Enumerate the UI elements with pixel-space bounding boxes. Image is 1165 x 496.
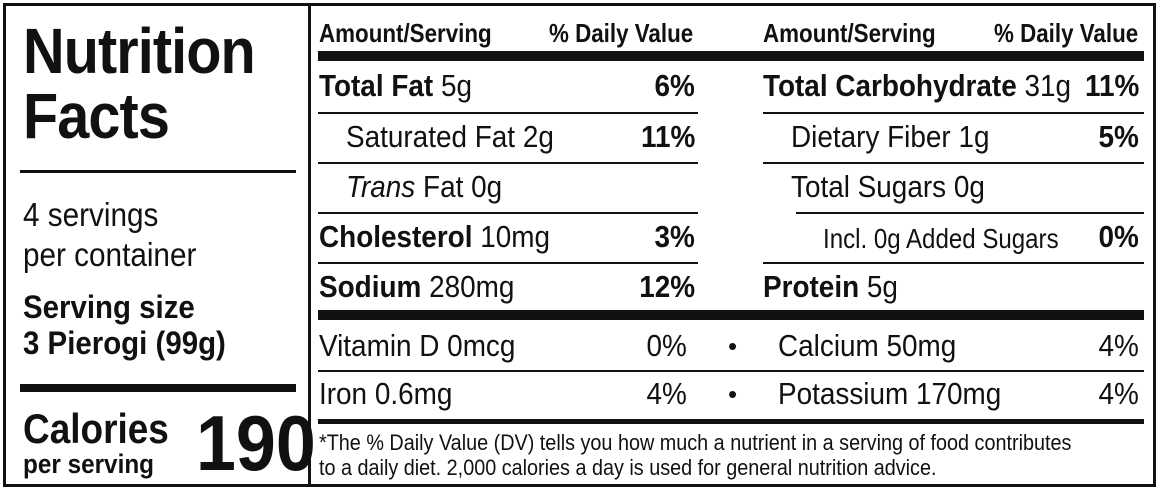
row-total-carbohydrate: Total Carbohydrate 31g — [763, 68, 1071, 104]
servings-line-1: 4 servings — [23, 196, 159, 233]
row-dietary-fiber: Dietary Fiber 1g — [791, 119, 989, 155]
row-trans-fat: Trans Fat 0g — [346, 169, 502, 205]
row-total-fat: Total Fat 5g — [319, 68, 472, 104]
name: Trans — [346, 169, 416, 204]
calories-sub: per serving — [23, 449, 155, 479]
footnote-line-2: to a daily diet. 2,000 calories a day is… — [319, 455, 937, 480]
servings-line-2: per container — [23, 236, 197, 273]
name: Saturated Fat — [346, 119, 516, 154]
row-rule — [318, 370, 1144, 372]
nutrition-label: Nutrition Facts 4 servings per container… — [3, 3, 1156, 487]
name: Dietary Fiber — [791, 119, 951, 154]
name: Total Sugars — [791, 169, 947, 204]
header-amount-right: Amount/Serving — [763, 18, 936, 48]
dv-vitamin-d: 0% — [646, 328, 687, 363]
amount: 0g — [953, 169, 985, 204]
bullet: • — [728, 379, 738, 409]
row-saturated-fat: Saturated Fat 2g — [346, 119, 554, 155]
dv-calcium: 4% — [1098, 328, 1139, 363]
row-total-sugars: Total Sugars 0g — [791, 169, 985, 205]
header-dv-left: % Daily Value — [549, 18, 694, 48]
dv-dietary-fiber: 5% — [1098, 119, 1139, 154]
calories-label: Calories — [23, 405, 169, 452]
vitamin-thick-rule — [318, 310, 1144, 320]
dv-total-carbohydrate: 11% — [1084, 68, 1139, 103]
amount: 280mg — [429, 269, 515, 304]
row-added-sugars: Incl. 0g Added Sugars — [823, 223, 1059, 254]
dv-cholesterol: 3% — [654, 219, 695, 254]
calories-value: 190 — [196, 399, 316, 487]
amount: 2g — [522, 119, 554, 154]
name: Total Fat — [319, 68, 434, 103]
header-dv-right: % Daily Value — [994, 18, 1139, 48]
row-rule — [318, 212, 698, 214]
dv-iron: 4% — [646, 376, 687, 411]
footnote-line-1: *The % Daily Value (DV) tells you how mu… — [319, 430, 1072, 455]
header-thick-rule — [318, 51, 1144, 61]
row-protein: Protein 5g — [763, 269, 898, 305]
dv-potassium: 4% — [1098, 376, 1139, 411]
row-iron: Iron 0.6mg — [319, 376, 453, 411]
title-line-1: Nutrition — [23, 15, 256, 87]
row-calcium: Calcium 50mg — [778, 328, 957, 363]
serving-size-label: Serving size — [23, 289, 195, 325]
row-rule — [318, 112, 698, 114]
row-rule — [763, 262, 1144, 264]
dv-added-sugars: 0% — [1098, 219, 1139, 254]
name: Sodium — [319, 269, 422, 304]
row-potassium: Potassium 170mg — [778, 376, 1002, 411]
row-cholesterol: Cholesterol 10mg — [319, 219, 550, 255]
dv-saturated-fat: 11% — [640, 119, 695, 154]
row-rule — [763, 162, 1144, 164]
divider — [20, 170, 296, 173]
row-rule — [796, 212, 1144, 214]
row-vitamin-d: Vitamin D 0mcg — [319, 328, 516, 363]
serving-size-value: 3 Pierogi (99g) — [23, 325, 226, 361]
amount: 10mg — [480, 219, 551, 254]
name: Cholesterol — [319, 219, 473, 254]
amount: 5g — [440, 68, 472, 103]
title-line-2: Facts — [23, 80, 170, 152]
row-sodium: Sodium 280mg — [319, 269, 514, 305]
vertical-divider — [308, 6, 311, 484]
header-amount-left: Amount/Serving — [319, 18, 492, 48]
row-rule — [763, 112, 1144, 114]
name: Protein — [763, 269, 860, 304]
name: Total Carbohydrate — [763, 68, 1017, 103]
amount: 5g — [866, 269, 898, 304]
dv-sodium: 12% — [639, 269, 695, 304]
thick-divider — [20, 384, 296, 392]
bullet: • — [728, 331, 738, 361]
dv-total-fat: 6% — [654, 68, 695, 103]
row-rule — [318, 262, 698, 264]
amount: 1g — [958, 119, 990, 154]
amount: Fat 0g — [423, 169, 503, 204]
amount: 31g — [1024, 68, 1072, 103]
footnote-rule — [318, 419, 1144, 424]
row-rule — [318, 162, 698, 164]
